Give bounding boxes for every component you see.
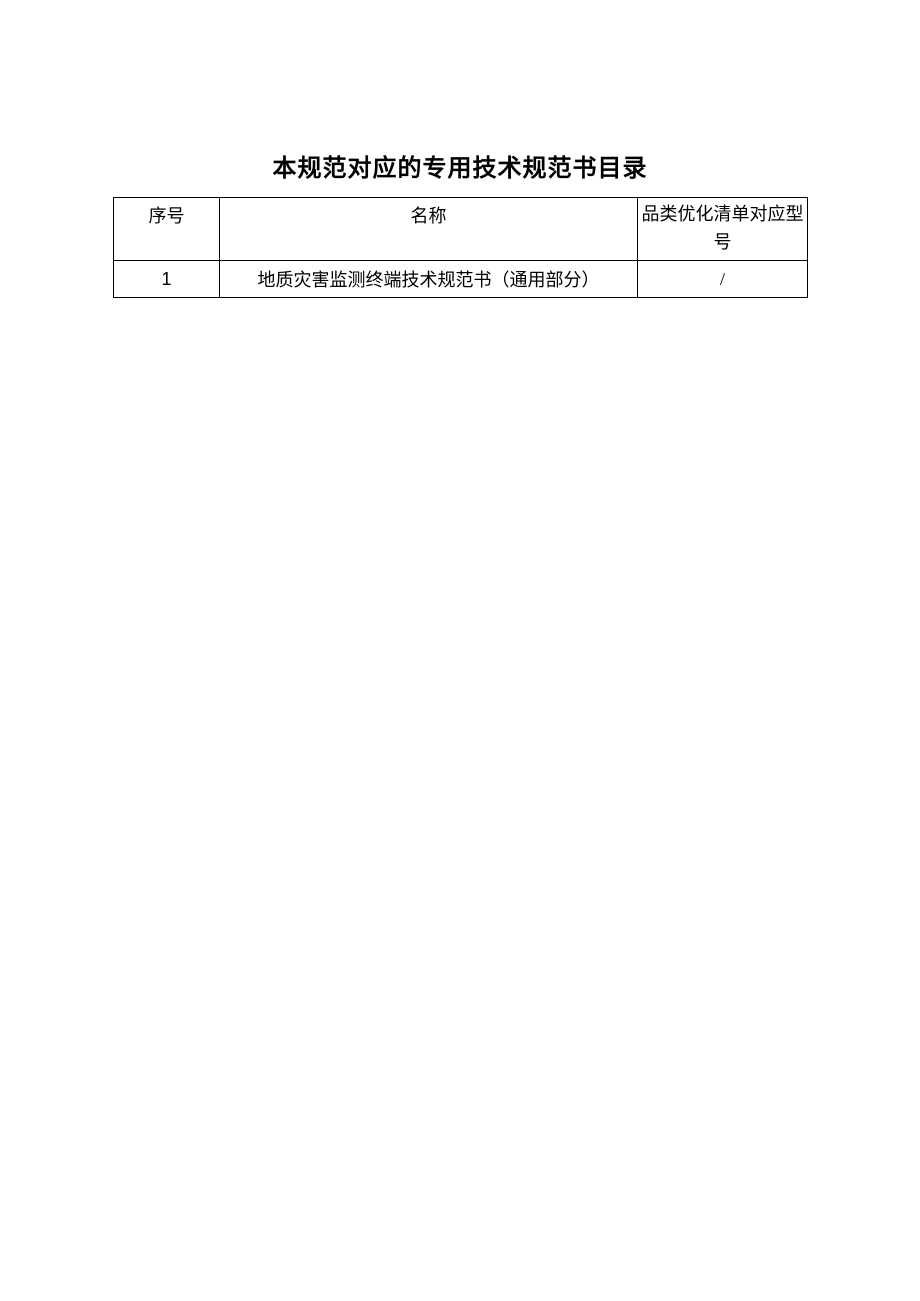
header-model: 品类优化清单对应型号 xyxy=(638,198,808,261)
header-seq: 序号 xyxy=(114,198,220,261)
header-name: 名称 xyxy=(220,198,638,261)
table-row: 1 地质灾害监测终端技术规范书（通用部分） / xyxy=(114,261,808,298)
cell-seq: 1 xyxy=(114,261,220,298)
spec-table: 序号 名称 品类优化清单对应型号 1 地质灾害监测终端技术规范书（通用部分） / xyxy=(113,197,808,298)
cell-name: 地质灾害监测终端技术规范书（通用部分） xyxy=(220,261,638,298)
document-title: 本规范对应的专用技术规范书目录 xyxy=(0,148,920,183)
table-header-row: 序号 名称 品类优化清单对应型号 xyxy=(114,198,808,261)
spec-table-container: 序号 名称 品类优化清单对应型号 1 地质灾害监测终端技术规范书（通用部分） / xyxy=(113,197,807,298)
cell-model: / xyxy=(638,261,808,298)
